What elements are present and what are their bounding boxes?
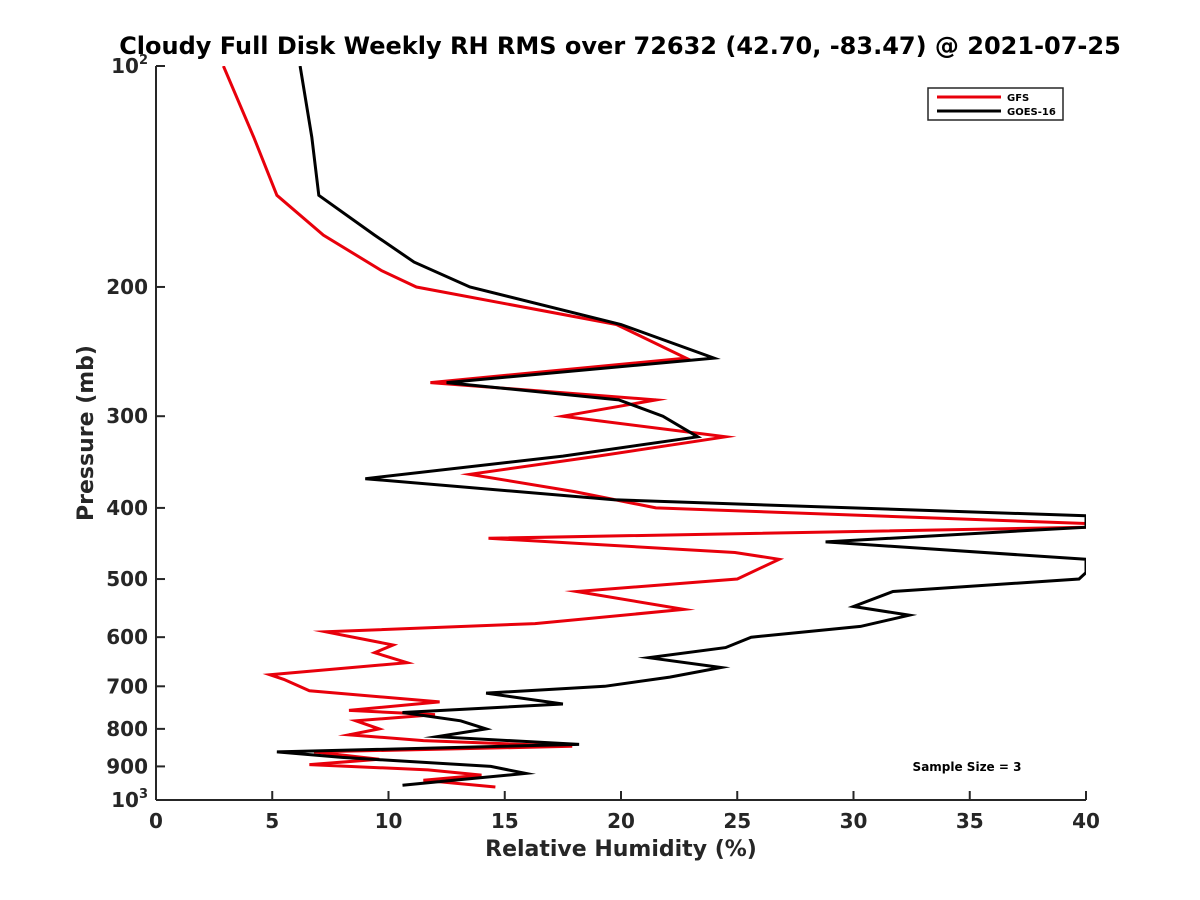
series-line-gfs <box>222 66 1086 789</box>
y-tick-label: 800 <box>106 717 148 741</box>
y-tick-label: 400 <box>106 496 148 520</box>
x-tick-label: 20 <box>607 809 635 833</box>
series-lines <box>222 66 1086 789</box>
x-tick-label: 35 <box>956 809 984 833</box>
y-tick-label: 700 <box>106 674 148 698</box>
plot-area <box>155 66 1086 801</box>
y-tick-label: 200 <box>106 275 148 299</box>
x-tick-label: 5 <box>265 809 279 833</box>
chart-title: Cloudy Full Disk Weekly RH RMS over 7263… <box>119 32 1121 60</box>
x-axis-label: Relative Humidity (%) <box>485 837 757 862</box>
legend: GFS GOES-16 <box>927 87 1064 121</box>
y-tick-label: 600 <box>106 625 148 649</box>
x-tick-label: 40 <box>1072 809 1100 833</box>
x-tick-label: 10 <box>375 809 403 833</box>
x-tick-label: 0 <box>149 809 163 833</box>
y-tick-label: 500 <box>106 567 148 591</box>
legend-entry-label: GOES-16 <box>1007 107 1056 118</box>
y-axis-ticks: 102 200 300 400 500 600 700 800 900 103 <box>106 53 165 812</box>
y-tick-label: 103 <box>111 787 148 812</box>
x-tick-label: 15 <box>491 809 519 833</box>
series-line-goes-16 <box>276 66 1086 787</box>
x-tick-label: 30 <box>840 809 868 833</box>
x-tick-label: 25 <box>723 809 751 833</box>
legend-entry-label: GFS <box>1007 93 1029 104</box>
y-axis-label: Pressure (mb) <box>74 345 99 521</box>
y-tick-label: 102 <box>111 53 148 78</box>
x-axis-ticks: 0 5 10 15 20 25 30 35 40 <box>149 791 1100 833</box>
legend-box <box>927 87 1064 121</box>
sample-size-annotation: Sample Size = 3 <box>913 760 1022 774</box>
y-tick-label: 300 <box>106 404 148 428</box>
y-tick-label: 900 <box>106 754 148 778</box>
